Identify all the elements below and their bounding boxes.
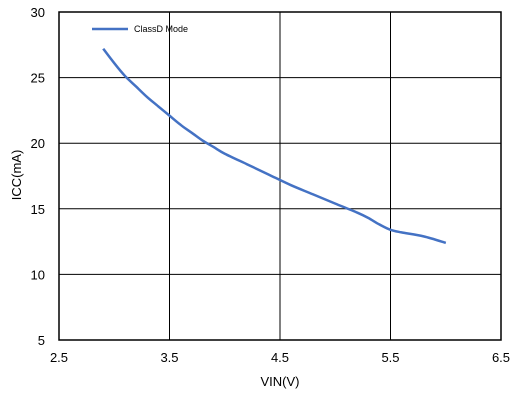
- x-tick-label: 5.5: [381, 350, 399, 365]
- plot-frame: [58, 11, 502, 341]
- x-axis-label: VIN(V): [261, 374, 300, 389]
- legend-label: ClassD Mode: [134, 24, 188, 34]
- y-tick-label: 30: [31, 5, 45, 20]
- y-tick-label: 10: [31, 267, 45, 282]
- y-tick-label: 20: [31, 136, 45, 151]
- x-tick-labels: 2.5 3.5 4.5 5.5 6.5: [50, 350, 510, 365]
- legend: ClassD Mode: [92, 24, 188, 34]
- x-tick-label: 3.5: [160, 350, 178, 365]
- y-tick-label: 5: [38, 333, 45, 348]
- series-layer: [102, 47, 447, 245]
- x-tick-label: 6.5: [492, 350, 510, 365]
- y-axis-label: ICC(mA): [9, 150, 24, 201]
- y-tick-label: 15: [31, 202, 45, 217]
- grid: [59, 12, 501, 340]
- y-tick-label: 25: [31, 71, 45, 86]
- x-tick-label: 4.5: [271, 350, 289, 365]
- y-tick-labels: 5 10 15 20 25 30: [31, 5, 45, 348]
- x-tick-label: 2.5: [50, 350, 68, 365]
- series-line: [102, 47, 447, 245]
